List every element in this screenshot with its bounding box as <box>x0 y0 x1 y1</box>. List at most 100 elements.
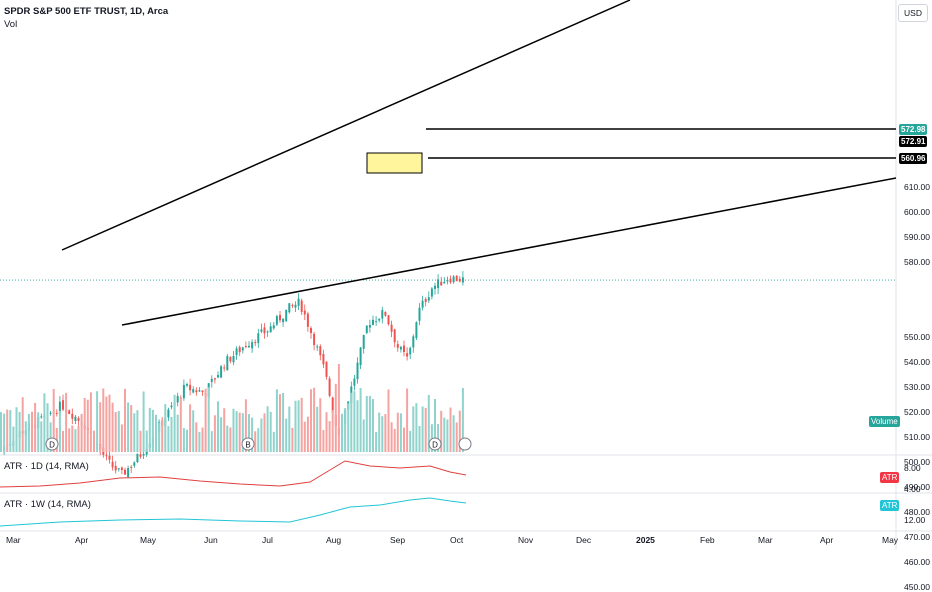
candle <box>195 390 198 393</box>
candle <box>55 412 58 414</box>
candle <box>316 346 319 348</box>
volume-bar <box>86 399 89 452</box>
volume-bar <box>337 364 340 452</box>
candle <box>257 333 260 344</box>
volume-bar <box>139 430 142 452</box>
candle <box>226 356 229 371</box>
volume-bar <box>421 406 424 452</box>
volume-bar <box>173 394 176 452</box>
candle <box>319 346 322 356</box>
prev-price-tag: 572.91 <box>899 136 928 147</box>
candle <box>378 318 381 321</box>
volume-bar <box>263 413 266 452</box>
candle <box>111 461 114 468</box>
candle <box>446 279 449 282</box>
dividend-marker <box>428 437 442 451</box>
volume-bar <box>449 407 452 452</box>
dividend-marker <box>45 437 59 451</box>
price-tick-label: 520.00 <box>904 406 930 417</box>
volume-bar <box>220 417 223 452</box>
atr-1d-tick: 8.00 <box>904 463 921 473</box>
chart-title: SPDR S&P 500 ETF TRUST, 1D, Arca <box>4 6 169 17</box>
candle <box>452 276 455 283</box>
volume-bar <box>461 387 464 452</box>
volume-bar <box>9 410 12 452</box>
volume-bar <box>427 394 430 452</box>
volume-bar <box>275 389 278 452</box>
candle <box>384 311 387 316</box>
atr-1w-title: ATR · 1W (14, RMA) <box>4 499 91 510</box>
volume-bar <box>440 410 443 452</box>
volume-bar <box>443 417 446 452</box>
volume-bar <box>6 409 9 452</box>
candle <box>306 313 309 327</box>
candle <box>124 469 126 475</box>
volume-bar <box>316 406 319 452</box>
volume-bar <box>365 396 368 452</box>
volume-bar <box>325 412 328 452</box>
volume-bar <box>201 427 204 452</box>
candle <box>310 328 312 333</box>
earnings-marker-label: B <box>245 441 250 450</box>
volume-bar <box>359 388 362 452</box>
price-tick-label: 450.00 <box>904 581 930 592</box>
candle <box>130 466 133 468</box>
volume-bar <box>406 388 409 452</box>
candle <box>251 342 254 349</box>
candle <box>192 389 195 393</box>
volume-bar <box>89 392 92 452</box>
volume-bar <box>15 407 18 452</box>
earnings-marker <box>241 437 255 451</box>
candle <box>325 361 328 377</box>
volume-bar <box>257 428 260 452</box>
volume-bar <box>18 411 21 452</box>
volume-bar <box>195 422 198 452</box>
volume-bar <box>375 431 378 452</box>
price-tick-label: 500.00 <box>904 456 930 467</box>
candle <box>40 416 43 418</box>
candle <box>186 384 188 386</box>
volume-bar <box>114 412 117 452</box>
volume-bar <box>31 411 33 452</box>
candle <box>282 318 285 323</box>
price-tick-label: 550.00 <box>904 331 930 342</box>
volume-bar <box>313 387 316 452</box>
currency-button[interactable]: USD <box>898 4 928 22</box>
candle <box>406 353 409 357</box>
volume-bar <box>3 413 6 452</box>
candle <box>71 413 74 419</box>
dividend-marker-label: D <box>49 441 55 450</box>
volume-bar <box>167 426 170 452</box>
candle <box>421 300 424 308</box>
volume-bar <box>254 431 257 452</box>
volume-bar <box>136 410 139 452</box>
volume-bar <box>117 410 120 452</box>
time-tick-label: Oct <box>450 535 464 545</box>
volume-bar <box>105 396 108 452</box>
candle <box>136 453 139 463</box>
volume-bar <box>288 406 291 452</box>
volume-label: Vol <box>4 19 18 30</box>
candle <box>372 319 374 325</box>
volume-bar <box>353 391 356 452</box>
volume-bar <box>350 392 353 452</box>
volume-bar <box>362 419 365 452</box>
volume-bar <box>226 425 229 452</box>
candle <box>393 329 396 343</box>
volume-bar <box>458 410 461 452</box>
candle <box>266 331 269 333</box>
volume-bar <box>347 403 350 452</box>
candle <box>443 281 446 284</box>
candle <box>120 467 123 471</box>
consolidation-box <box>366 152 423 174</box>
candle <box>440 281 443 286</box>
candle <box>105 455 108 457</box>
candle <box>412 336 415 348</box>
candle <box>403 345 405 352</box>
volume-bar <box>130 405 133 452</box>
candle <box>62 400 64 410</box>
volume-bar <box>387 389 390 452</box>
atr-1d-badge: ATR <box>880 472 900 483</box>
volume-bar <box>282 392 285 452</box>
